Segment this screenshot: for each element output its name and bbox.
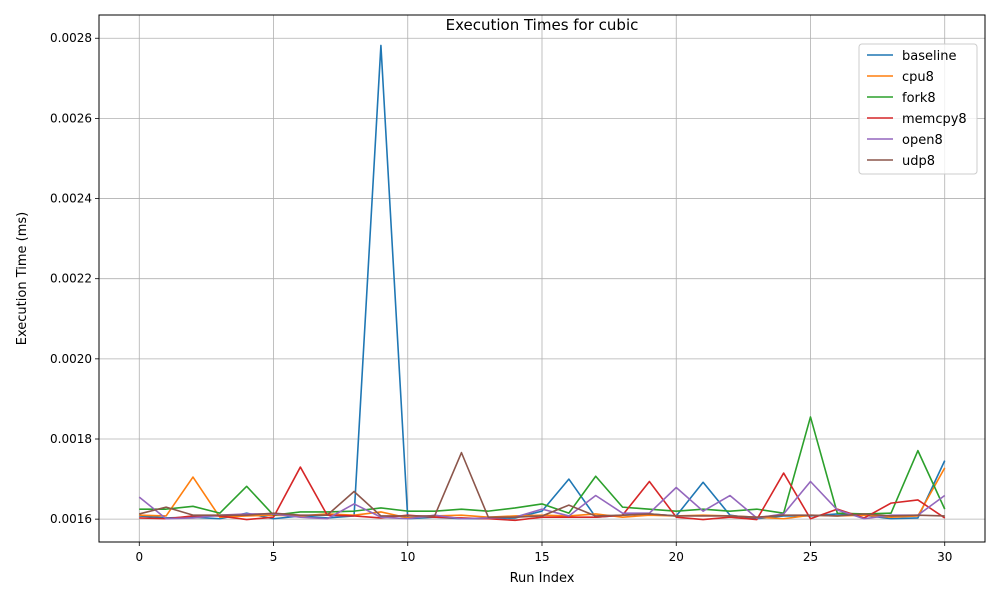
y-tick-label: 0.0020	[50, 352, 92, 366]
y-tick-label: 0.0018	[50, 432, 92, 446]
y-tick-label: 0.0016	[50, 512, 92, 526]
legend-label-fork8: fork8	[902, 91, 936, 106]
series-layer	[138, 44, 946, 522]
x-tick-label: 25	[803, 550, 818, 564]
x-axis: 0 5 10 15 20 25 30	[135, 542, 952, 564]
x-tick-label: 5	[270, 550, 278, 564]
y-tick-label: 0.0024	[50, 192, 92, 206]
legend-label-memcpy8: memcpy8	[902, 112, 967, 127]
x-tick-label: 30	[937, 550, 952, 564]
chart-title: Execution Times for cubic	[446, 16, 639, 34]
series-line-udp8	[139, 451, 945, 518]
y-tick-label: 0.0022	[50, 272, 92, 286]
legend: baseline cpu8 fork8 memcpy8 open8 udp8	[858, 43, 978, 175]
legend-label-udp8: udp8	[902, 154, 935, 169]
y-axis: 0.0016 0.0018 0.0020 0.0022 0.0024 0.0026 0.00…	[50, 31, 99, 526]
y-axis-label: Execution Time (ms)	[15, 212, 30, 345]
series-line-fork8	[139, 416, 946, 516]
series-line-memcpy8	[139, 466, 946, 522]
x-axis-label: Run Index	[510, 571, 575, 586]
legend-label-cpu8: cpu8	[902, 70, 934, 85]
x-tick-label: 0	[135, 550, 143, 564]
x-tick-label: 10	[400, 550, 415, 564]
x-tick-label: 15	[534, 550, 549, 564]
x-tick-label: 20	[669, 550, 684, 564]
legend-label-baseline: baseline	[902, 49, 956, 64]
y-tick-label: 0.0028	[50, 31, 92, 45]
legend-label-open8: open8	[902, 133, 943, 148]
y-tick-label: 0.0026	[50, 111, 92, 125]
